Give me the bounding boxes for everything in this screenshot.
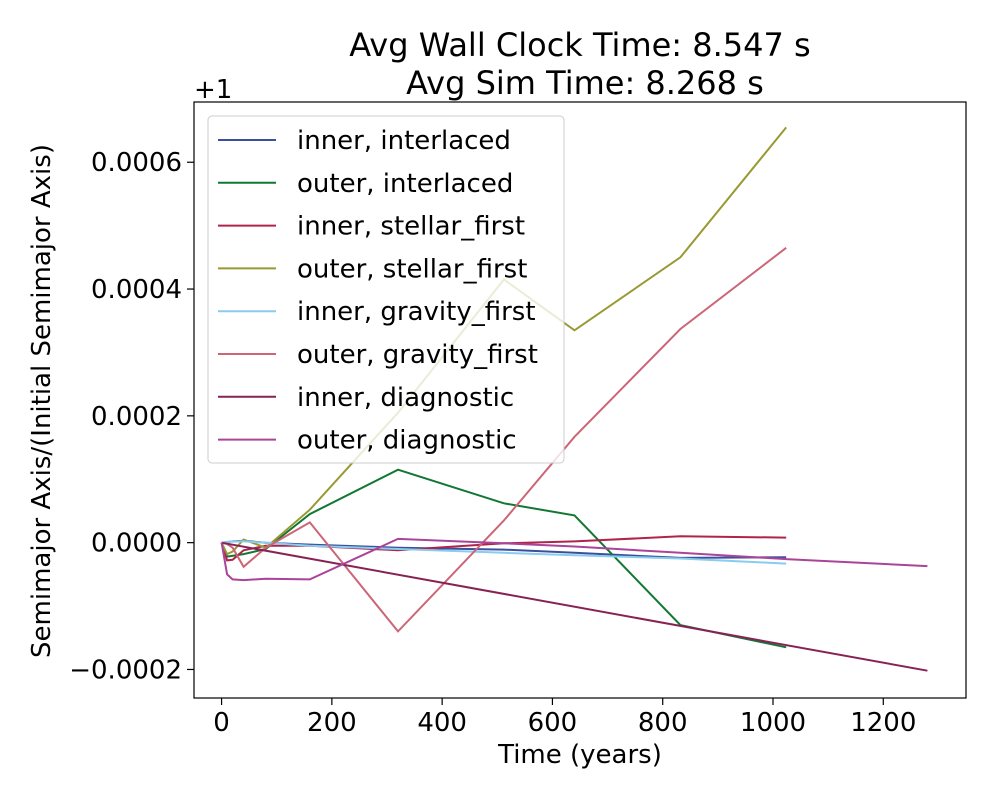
y-offset-label: +1 <box>194 75 232 105</box>
legend-label-4: inner, gravity_first <box>297 297 536 327</box>
legend-label-0: inner, interlaced <box>297 126 511 156</box>
y-axis-label: Semimajor Axis/(Initial Semimajor Axis) <box>27 144 57 658</box>
x-axis-label: Time (years) <box>497 740 662 770</box>
y-tick-label: 0.0000 <box>91 529 182 559</box>
series-line-4 <box>222 541 787 563</box>
x-tick-label: 400 <box>417 708 467 738</box>
x-tick-label: 800 <box>638 708 688 738</box>
legend-label-3: outer, stellar_first <box>297 254 527 284</box>
x-tick-label: 1000 <box>740 708 806 738</box>
y-tick-label: −0.0002 <box>69 655 182 685</box>
legend-label-5: outer, gravity_first <box>297 340 538 370</box>
chart-title-line1: Avg Wall Clock Time: 8.547 s <box>349 26 810 64</box>
x-tick-label: 200 <box>307 708 357 738</box>
y-tick-label: 0.0004 <box>91 275 182 305</box>
chart-title-line2: Avg Sim Time: 8.268 s <box>406 64 764 102</box>
x-tick-label: 600 <box>528 708 578 738</box>
x-tick-label: 0 <box>213 708 230 738</box>
legend: inner, interlaced outer, interlaced inner,… <box>208 116 564 463</box>
y-tick-label: 0.0006 <box>91 148 182 178</box>
x-tick-label: 1200 <box>850 708 916 738</box>
y-tick-label: 0.0002 <box>91 402 182 432</box>
legend-label-1: outer, interlaced <box>297 169 513 199</box>
legend-label-7: outer, diagnostic <box>297 426 517 456</box>
legend-label-6: inner, diagnostic <box>297 383 514 413</box>
series-line-6 <box>222 543 928 671</box>
legend-label-2: inner, stellar_first <box>297 212 525 242</box>
